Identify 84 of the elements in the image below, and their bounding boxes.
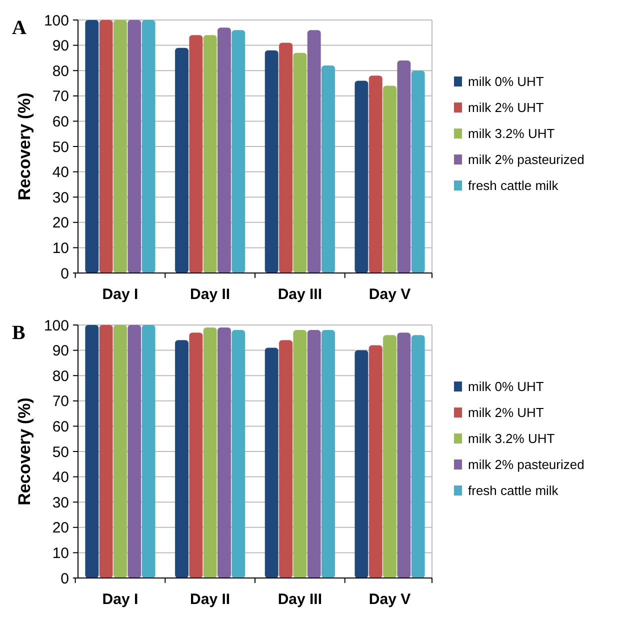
bar — [218, 28, 231, 273]
bar — [218, 328, 231, 578]
y-tick-label: 50 — [52, 444, 69, 461]
y-axis-title: Recovery (%) — [15, 398, 34, 506]
bar — [175, 48, 188, 273]
bar — [99, 20, 113, 273]
y-axis-title: Recovery (%) — [15, 92, 34, 200]
y-tick-label: 90 — [52, 38, 69, 55]
legend-label: milk 2% UHT — [468, 405, 544, 420]
y-tick-label: 0 — [60, 570, 69, 588]
bar — [189, 332, 203, 578]
y-tick-label: 60 — [52, 418, 69, 436]
bar — [307, 30, 321, 273]
bar — [354, 350, 368, 578]
legend-label: milk 3.2% UHT — [468, 431, 555, 446]
x-tick-label: Day III — [278, 286, 322, 303]
bar — [354, 80, 368, 273]
y-tick-label: 30 — [52, 189, 69, 206]
bar — [411, 70, 425, 273]
bar — [142, 20, 156, 273]
y-tick-label: 50 — [52, 138, 69, 156]
y-tick-label: 80 — [52, 62, 69, 80]
legend-label: milk 0% UHT — [468, 74, 544, 90]
x-tick-label: Day I — [102, 286, 138, 303]
y-tick-label: 20 — [52, 214, 69, 232]
legend-label: fresh cattle milk — [468, 178, 559, 194]
bar — [128, 20, 142, 273]
bar — [203, 35, 217, 273]
bar — [383, 335, 396, 578]
bar — [368, 345, 382, 578]
y-tick-label: 70 — [52, 393, 69, 410]
x-tick-label: Day II — [190, 591, 230, 608]
y-tick-label: 90 — [52, 342, 69, 360]
bar — [368, 76, 382, 273]
y-tick-label: 40 — [52, 164, 69, 182]
legend-label: fresh cattle milk — [468, 483, 559, 498]
bar — [322, 330, 335, 578]
x-tick-label: Day V — [368, 591, 411, 608]
y-tick-label: 80 — [52, 368, 69, 385]
x-tick-label: Day I — [102, 591, 138, 608]
x-tick-label: Day III — [278, 591, 322, 608]
y-tick-label: 20 — [52, 520, 69, 537]
x-tick-label: Day II — [190, 286, 230, 303]
bar — [114, 325, 127, 578]
bar — [307, 330, 321, 578]
bar — [264, 50, 278, 273]
y-tick-label: 70 — [52, 88, 69, 106]
bar — [293, 52, 307, 273]
bar — [279, 42, 292, 273]
bar — [264, 348, 278, 578]
y-tick-label: 10 — [52, 544, 69, 562]
legend-label: milk 0% UHT — [468, 379, 544, 394]
y-tick-label: 100 — [44, 317, 69, 334]
bar — [383, 86, 396, 273]
bar — [232, 330, 246, 578]
bar — [85, 20, 99, 273]
bar — [175, 340, 188, 578]
y-tick-label: 30 — [52, 494, 69, 512]
y-tick-label: 60 — [52, 113, 69, 130]
legend-label: milk 2% UHT — [468, 100, 544, 116]
bar — [322, 66, 335, 273]
y-tick-label: 40 — [52, 469, 69, 486]
legend-label: milk 2% pasteurized — [468, 457, 584, 472]
bar — [279, 340, 292, 578]
x-tick-label: Day V — [368, 286, 411, 303]
bar — [411, 335, 425, 578]
bar — [397, 60, 411, 273]
legend-label: milk 3.2% UHT — [468, 126, 555, 142]
bar — [142, 325, 156, 578]
y-tick-label: 100 — [44, 12, 69, 30]
bar — [99, 325, 113, 578]
legend-label: milk 2% pasteurized — [468, 152, 584, 168]
chart-title: A — [12, 17, 27, 39]
y-tick-label: 10 — [52, 240, 69, 257]
bar — [114, 20, 127, 273]
chart-title: B — [12, 322, 26, 344]
bar — [203, 328, 217, 578]
bar — [397, 332, 411, 578]
bar — [293, 330, 307, 578]
bar — [232, 30, 246, 273]
bar — [128, 325, 142, 578]
bar — [85, 325, 99, 578]
bar — [189, 35, 203, 273]
y-tick-label: 0 — [60, 265, 69, 282]
